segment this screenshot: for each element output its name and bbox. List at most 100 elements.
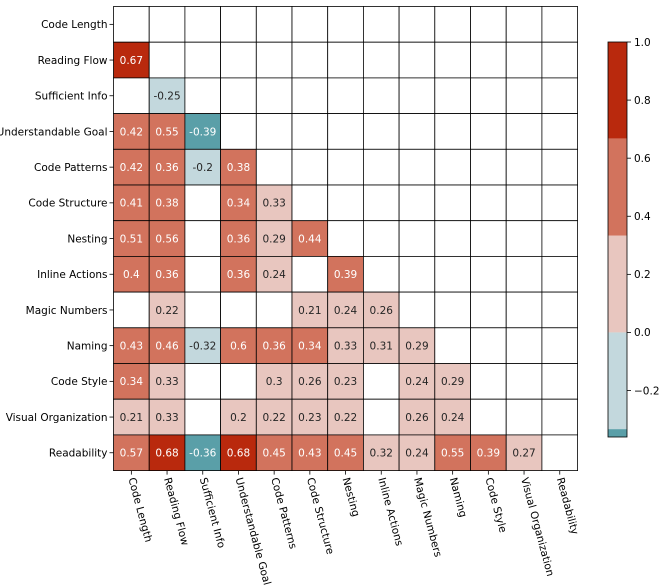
heatmap-cell	[113, 363, 150, 400]
cell-value-label: 0.42	[120, 162, 143, 174]
heatmap-cell	[148, 255, 186, 293]
heatmap-cell	[434, 6, 471, 43]
cell-value-label: 0.24	[405, 448, 429, 460]
row-tick-label: Nesting	[67, 233, 107, 245]
cell-value-label: 0.33	[155, 376, 178, 388]
column-tick-label: Magic Numbers	[411, 476, 444, 558]
heatmap-cell	[434, 220, 471, 257]
cell-value-label: -0.36	[189, 448, 216, 460]
heatmap-cell	[362, 434, 400, 471]
heatmap-cell	[362, 255, 400, 293]
heatmap-cell	[398, 291, 436, 329]
heatmap-cell	[362, 220, 400, 257]
cell-value-label: 0.43	[120, 340, 143, 352]
heatmap-cell	[327, 41, 364, 79]
heatmap-cell	[505, 77, 543, 115]
heatmap-cell	[505, 6, 543, 43]
heatmap-cell	[220, 434, 257, 471]
row-tick-label: Sufficient Info	[35, 91, 108, 103]
heatmap-cell	[184, 6, 221, 43]
row-tick-label: Naming	[67, 340, 108, 352]
heatmap-cell	[505, 220, 543, 257]
heatmap-cell	[291, 41, 329, 79]
cell-value-label: 0.22	[155, 305, 178, 317]
heatmap-cell	[470, 398, 507, 436]
column-tick-label: Naming	[447, 476, 469, 518]
heatmap-cell	[255, 6, 293, 43]
heatmap-cell	[327, 6, 364, 43]
cell-value-label: 0.34	[298, 340, 322, 352]
heatmap-cell	[434, 255, 471, 293]
cell-value-label: 0.22	[334, 412, 357, 424]
column-tick-labels: Code Length Reading Flow Sufficient Info Un…	[125, 470, 581, 585]
heatmap-cell	[220, 327, 257, 364]
heatmap-cell	[291, 6, 329, 43]
heatmap-cell	[220, 77, 257, 115]
cell-value-label: 0.23	[298, 412, 321, 424]
heatmap-cell	[148, 398, 186, 436]
heatmap-cell	[327, 255, 364, 293]
cell-value-label: 0.45	[334, 448, 357, 460]
cell-value-label: 0.21	[298, 305, 321, 317]
cell-value-label: 0.38	[155, 198, 178, 210]
heatmap-cell	[184, 148, 221, 186]
cell-value-label: 0.33	[334, 340, 357, 352]
heatmap-cell	[148, 77, 186, 115]
heatmap-cell	[398, 255, 436, 293]
cell-value-label: 0.45	[262, 448, 285, 460]
heatmap-cell	[184, 77, 221, 115]
cell-value-label: 0.36	[227, 269, 251, 281]
heatmap-cells	[113, 6, 579, 471]
cell-value-label: 0.4	[123, 269, 140, 281]
heatmap-cell	[220, 398, 257, 436]
heatmap-cell	[113, 255, 150, 293]
heatmap-cell	[184, 398, 221, 436]
heatmap-cell	[505, 255, 543, 293]
cell-value-label: 0.3	[266, 376, 283, 388]
heatmap-cell	[470, 113, 507, 150]
cell-value-label: 0.31	[370, 340, 393, 352]
column-tick-label: Code Length	[125, 476, 154, 543]
heatmap-cell	[327, 148, 364, 186]
heatmap-cell	[184, 434, 221, 471]
cell-value-label: 0.39	[334, 269, 357, 281]
cell-value-label: 0.29	[441, 376, 464, 388]
heatmap-cell	[541, 77, 579, 115]
cell-value-label: 0.36	[262, 340, 286, 352]
heatmap-cell	[470, 220, 507, 257]
heatmap-cell	[184, 255, 221, 293]
cell-value-label: 0.27	[512, 448, 535, 460]
cell-value-label: 0.36	[155, 162, 179, 174]
cell-value-label: 0.41	[120, 198, 143, 210]
colorbar-tick-label: −0.2	[634, 385, 660, 397]
column-tick-label: Sufficient Info	[197, 476, 227, 549]
heatmap-cell	[470, 77, 507, 115]
cell-value-label: 0.22	[262, 412, 285, 424]
heatmap-cell	[434, 113, 471, 150]
cell-value-label: 0.56	[155, 233, 179, 245]
cell-value-label: 0.33	[262, 198, 285, 210]
heatmap-cell	[541, 363, 579, 400]
heatmap-cell	[255, 41, 293, 79]
heatmap-cell	[434, 291, 471, 329]
heatmap-cell	[255, 291, 293, 329]
column-tick-label: Code Structure	[304, 476, 336, 555]
column-tick-label: Readability	[554, 476, 581, 536]
heatmap-cell	[541, 148, 579, 186]
heatmap-cell	[434, 77, 471, 115]
heatmap-cell	[362, 184, 400, 222]
heatmap-cell	[362, 398, 400, 436]
heatmap-cell-labels: 0.67 -0.25 0.42 0.55 -0.39 0.42 0.36 -0.2 0.38 0.…	[120, 55, 536, 460]
cell-value-label: -0.39	[189, 126, 216, 138]
heatmap-cell	[362, 6, 400, 43]
cell-value-label: 0.32	[370, 448, 393, 460]
heatmap-cell	[505, 363, 543, 400]
heatmap-cell	[148, 327, 186, 364]
heatmap-cell	[541, 184, 579, 222]
column-tick-label: Inline Actions	[375, 476, 405, 547]
heatmap-cell	[541, 113, 579, 150]
heatmap-cell	[113, 77, 150, 115]
heatmap-cell	[505, 184, 543, 222]
heatmap-cell	[113, 220, 150, 257]
row-tick-label: Code Style	[51, 376, 108, 388]
